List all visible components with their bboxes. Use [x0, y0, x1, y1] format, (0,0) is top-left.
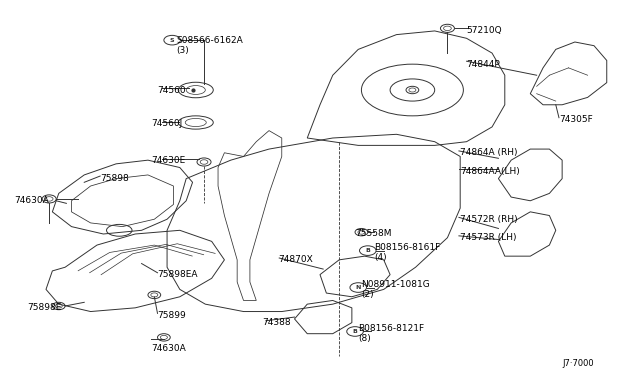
Text: 74630A: 74630A	[14, 196, 49, 205]
Text: 74305F: 74305F	[559, 115, 593, 124]
Text: 74864A (RH): 74864A (RH)	[460, 148, 518, 157]
Text: 74844P: 74844P	[467, 60, 500, 69]
Text: N08911-1081G
(2): N08911-1081G (2)	[362, 280, 430, 299]
Text: J7·7000: J7·7000	[562, 359, 594, 368]
Text: 75558M: 75558M	[355, 230, 392, 238]
Text: B: B	[353, 329, 358, 334]
Text: N: N	[356, 285, 361, 290]
Text: 75898EA: 75898EA	[157, 270, 198, 279]
Text: 74630A: 74630A	[151, 344, 186, 353]
Text: 74870X: 74870X	[278, 255, 314, 264]
Text: B: B	[365, 248, 370, 253]
Text: 74573R (LH): 74573R (LH)	[460, 233, 516, 242]
Text: 74864AA(LH): 74864AA(LH)	[460, 167, 520, 176]
Text: S: S	[170, 38, 175, 43]
Text: 74630E: 74630E	[151, 155, 186, 165]
Text: B08156-8121F
(8): B08156-8121F (8)	[358, 324, 424, 343]
Text: B08156-8161F
(4): B08156-8161F (4)	[374, 243, 440, 262]
Text: 57210Q: 57210Q	[467, 26, 502, 35]
Text: 75898E: 75898E	[27, 303, 61, 312]
Text: 74388: 74388	[262, 318, 291, 327]
Text: 75899: 75899	[157, 311, 186, 320]
Text: S08566-6162A
(3): S08566-6162A (3)	[177, 36, 243, 55]
Text: 74572R (RH): 74572R (RH)	[460, 215, 518, 224]
Text: 74560J: 74560J	[151, 119, 182, 128]
Text: 74560: 74560	[157, 86, 186, 94]
Text: 75898: 75898	[100, 174, 129, 183]
